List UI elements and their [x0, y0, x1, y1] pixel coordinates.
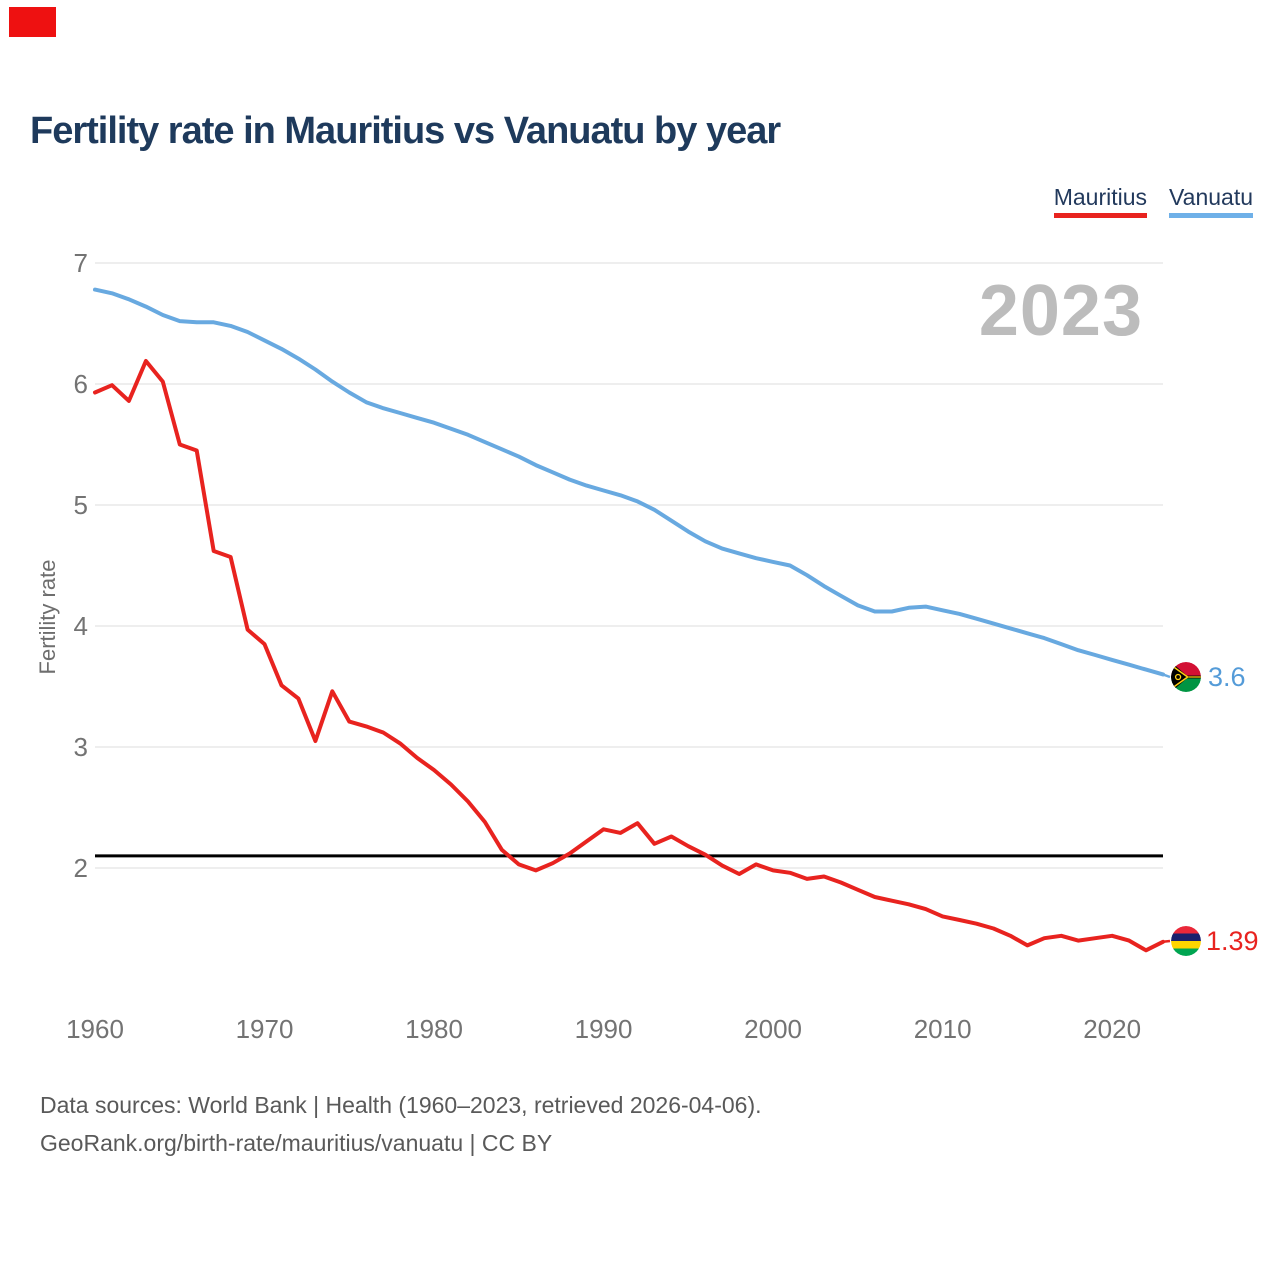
legend-item-vanuatu[interactable]: Vanuatu: [1169, 184, 1253, 218]
vanuatu-line[interactable]: [93, 287, 1165, 677]
legend-swatch-mauritius: [1053, 213, 1148, 218]
vanuatu-flag-icon: [1171, 662, 1201, 692]
page-title: Fertility rate in Mauritius vs Vanuatu b…: [30, 110, 781, 152]
y-tick-label: 4: [73, 611, 88, 641]
footer-line-1: Data sources: World Bank | Health (1960–…: [40, 1092, 762, 1118]
x-tick-label: 1990: [574, 1014, 633, 1044]
x-tick-label: 1960: [66, 1014, 124, 1044]
x-tick-label: 1970: [235, 1014, 294, 1044]
red-annotation-rectangle: [9, 7, 56, 37]
x-tick-label: 2000: [744, 1014, 803, 1044]
vanuatu-end-connector: [1162, 673, 1171, 679]
mauritius-end-connector: [1162, 939, 1171, 944]
legend-label-vanuatu: Vanuatu: [1169, 184, 1253, 210]
y-tick-label: 7: [73, 248, 88, 278]
y-tick-label: 3: [73, 732, 88, 762]
mauritius-end-value: 1.39: [1206, 926, 1259, 956]
legend-label-mauritius: Mauritius: [1053, 184, 1148, 210]
footer-line-2: GeoRank.org/birth-rate/mauritius/vanuatu…: [40, 1130, 553, 1156]
mauritius-line[interactable]: [93, 359, 1165, 953]
x-tick-label: 2010: [913, 1014, 972, 1044]
y-tick-label: 6: [73, 369, 88, 399]
legend-swatch-vanuatu: [1169, 213, 1253, 218]
x-tick-label: 1980: [405, 1014, 463, 1044]
year-watermark: 2023: [978, 271, 1143, 351]
y-tick-label: 5: [73, 490, 88, 520]
x-tick-label: 2020: [1083, 1014, 1142, 1044]
footer-attribution: Data sources: World Bank | Health (1960–…: [40, 1086, 762, 1162]
vanuatu-end-value: 3.6: [1208, 662, 1246, 692]
mauritius-flag-icon: [1171, 926, 1201, 956]
y-tick-label: 2: [73, 853, 88, 883]
legend-item-mauritius[interactable]: Mauritius: [1053, 184, 1148, 218]
legend: Mauritius Vanuatu: [1053, 184, 1253, 218]
